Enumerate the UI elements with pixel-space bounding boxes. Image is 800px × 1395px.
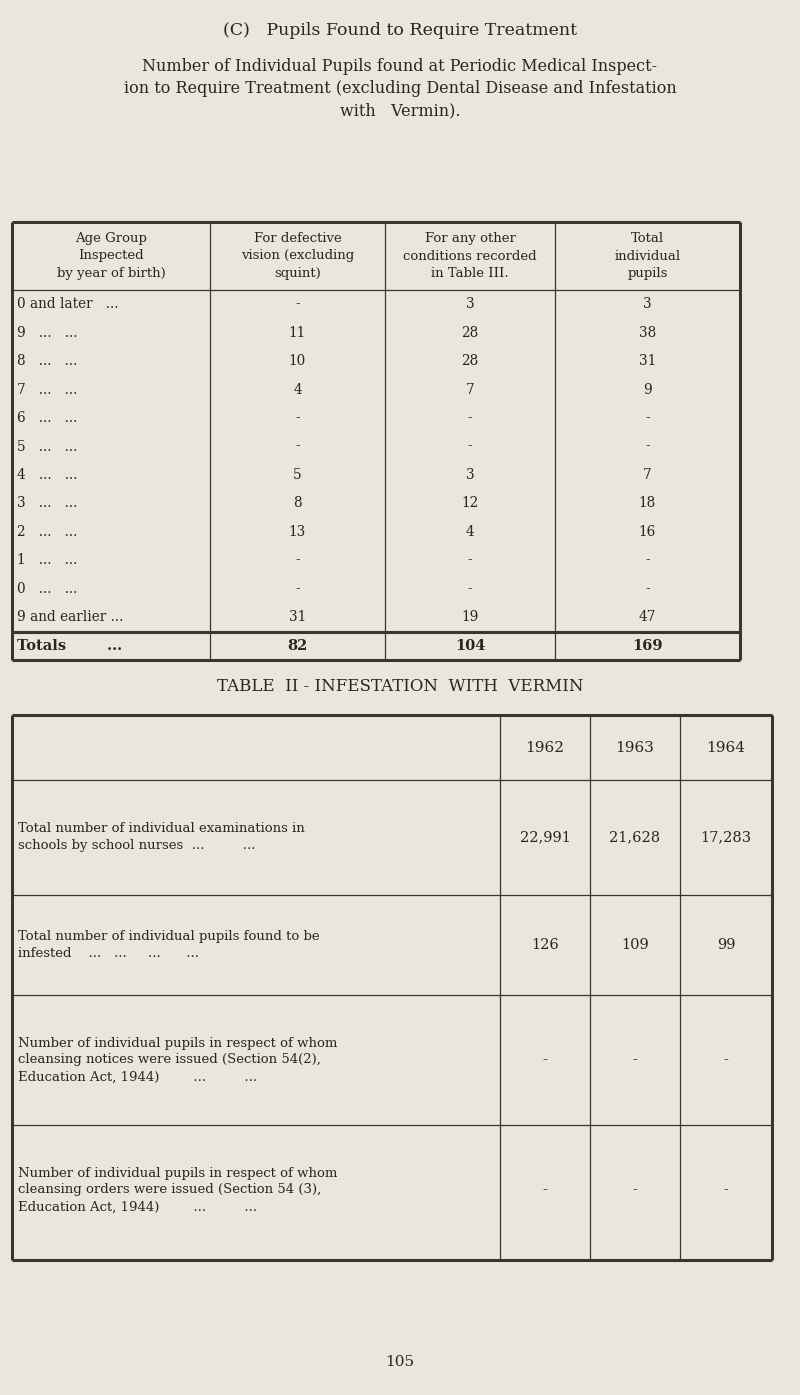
Text: -: - [468,412,472,425]
Text: -: - [295,439,300,453]
Text: -: - [468,554,472,568]
Text: Age Group
Inspected
by year of birth): Age Group Inspected by year of birth) [57,232,166,280]
Text: -: - [295,297,300,311]
Text: -: - [295,582,300,596]
Text: 1962: 1962 [526,741,565,755]
Text: -: - [542,1053,547,1067]
Text: Total number of individual pupils found to be: Total number of individual pupils found … [18,930,320,943]
Text: -: - [542,1183,547,1197]
Text: 3: 3 [466,297,474,311]
Text: 38: 38 [639,325,656,340]
Text: Education Act, 1944)        ...         ...: Education Act, 1944) ... ... [18,1201,257,1214]
Text: 7   ...   ...: 7 ... ... [17,382,78,396]
Text: -: - [645,412,650,425]
Text: -: - [295,412,300,425]
Text: 21,628: 21,628 [610,830,661,844]
Text: -: - [468,439,472,453]
Text: 6   ...   ...: 6 ... ... [17,412,78,425]
Text: Number of individual pupils in respect of whom: Number of individual pupils in respect o… [18,1166,338,1180]
Text: -: - [633,1053,638,1067]
Text: ion to Require Treatment (excluding Dental Disease and Infestation: ion to Require Treatment (excluding Dent… [124,80,676,98]
Text: 31: 31 [639,354,656,368]
Text: 0 and later   ...: 0 and later ... [17,297,118,311]
Text: 4: 4 [466,525,474,538]
Text: 31: 31 [289,610,306,625]
Text: TABLE  II - INFESTATION  WITH  VERMIN: TABLE II - INFESTATION WITH VERMIN [217,678,583,695]
Text: -: - [645,554,650,568]
Text: 47: 47 [639,610,656,625]
Text: 10: 10 [289,354,306,368]
Text: 1964: 1964 [706,741,746,755]
Text: 9 and earlier ...: 9 and earlier ... [17,610,123,625]
Text: Number of Individual Pupils found at Periodic Medical Inspect-: Number of Individual Pupils found at Per… [142,59,658,75]
Text: 169: 169 [632,639,662,653]
Text: 9   ...   ...: 9 ... ... [17,325,78,340]
Text: -: - [723,1053,729,1067]
Text: 82: 82 [287,639,308,653]
Text: -: - [633,1183,638,1197]
Text: -: - [645,439,650,453]
Text: -: - [295,554,300,568]
Text: 99: 99 [717,937,735,951]
Text: 19: 19 [462,610,478,625]
Text: 13: 13 [289,525,306,538]
Text: -: - [468,582,472,596]
Text: -: - [723,1183,729,1197]
Text: cleansing notices were issued (Section 54(2),: cleansing notices were issued (Section 5… [18,1053,321,1067]
Text: 3   ...   ...: 3 ... ... [17,497,78,511]
Text: 1963: 1963 [615,741,654,755]
Text: schools by school nurses  ...         ...: schools by school nurses ... ... [18,840,255,852]
Text: Education Act, 1944)        ...         ...: Education Act, 1944) ... ... [18,1070,257,1084]
Text: cleansing orders were issued (Section 54 (3),: cleansing orders were issued (Section 54… [18,1183,322,1197]
Text: 17,283: 17,283 [701,830,751,844]
Text: Number of individual pupils in respect of whom: Number of individual pupils in respect o… [18,1036,338,1049]
Text: with   Vermin).: with Vermin). [340,102,460,119]
Text: (C)   Pupils Found to Require Treatment: (C) Pupils Found to Require Treatment [223,22,577,39]
Text: 7: 7 [466,382,474,396]
Text: -: - [645,582,650,596]
Text: 9: 9 [643,382,652,396]
Text: 28: 28 [462,354,478,368]
Text: Total number of individual examinations in: Total number of individual examinations … [18,823,305,836]
Text: 0   ...   ...: 0 ... ... [17,582,78,596]
Text: 3: 3 [466,467,474,483]
Text: infested    ...   ...     ...      ...: infested ... ... ... ... [18,947,199,960]
Text: 18: 18 [639,497,656,511]
Text: 104: 104 [455,639,485,653]
Text: For defective
vision (excluding
squint): For defective vision (excluding squint) [241,232,354,280]
Text: 4: 4 [293,382,302,396]
Text: 8: 8 [293,497,302,511]
Text: 8   ...   ...: 8 ... ... [17,354,78,368]
Text: 5: 5 [293,467,302,483]
Text: Total
individual
pupils: Total individual pupils [614,232,681,280]
Text: 4   ...   ...: 4 ... ... [17,467,78,483]
Text: 105: 105 [386,1355,414,1368]
Text: 16: 16 [639,525,656,538]
Text: Totals        ...: Totals ... [17,639,122,653]
Text: 22,991: 22,991 [519,830,570,844]
Text: 11: 11 [289,325,306,340]
Text: 7: 7 [643,467,652,483]
Text: 1   ...   ...: 1 ... ... [17,554,78,568]
Text: 109: 109 [621,937,649,951]
Text: For any other
conditions recorded
in Table III.: For any other conditions recorded in Tab… [403,232,537,280]
Text: 28: 28 [462,325,478,340]
Text: 126: 126 [531,937,559,951]
Text: 5   ...   ...: 5 ... ... [17,439,78,453]
Text: 12: 12 [462,497,478,511]
Text: 2   ...   ...: 2 ... ... [17,525,78,538]
Text: 3: 3 [643,297,652,311]
